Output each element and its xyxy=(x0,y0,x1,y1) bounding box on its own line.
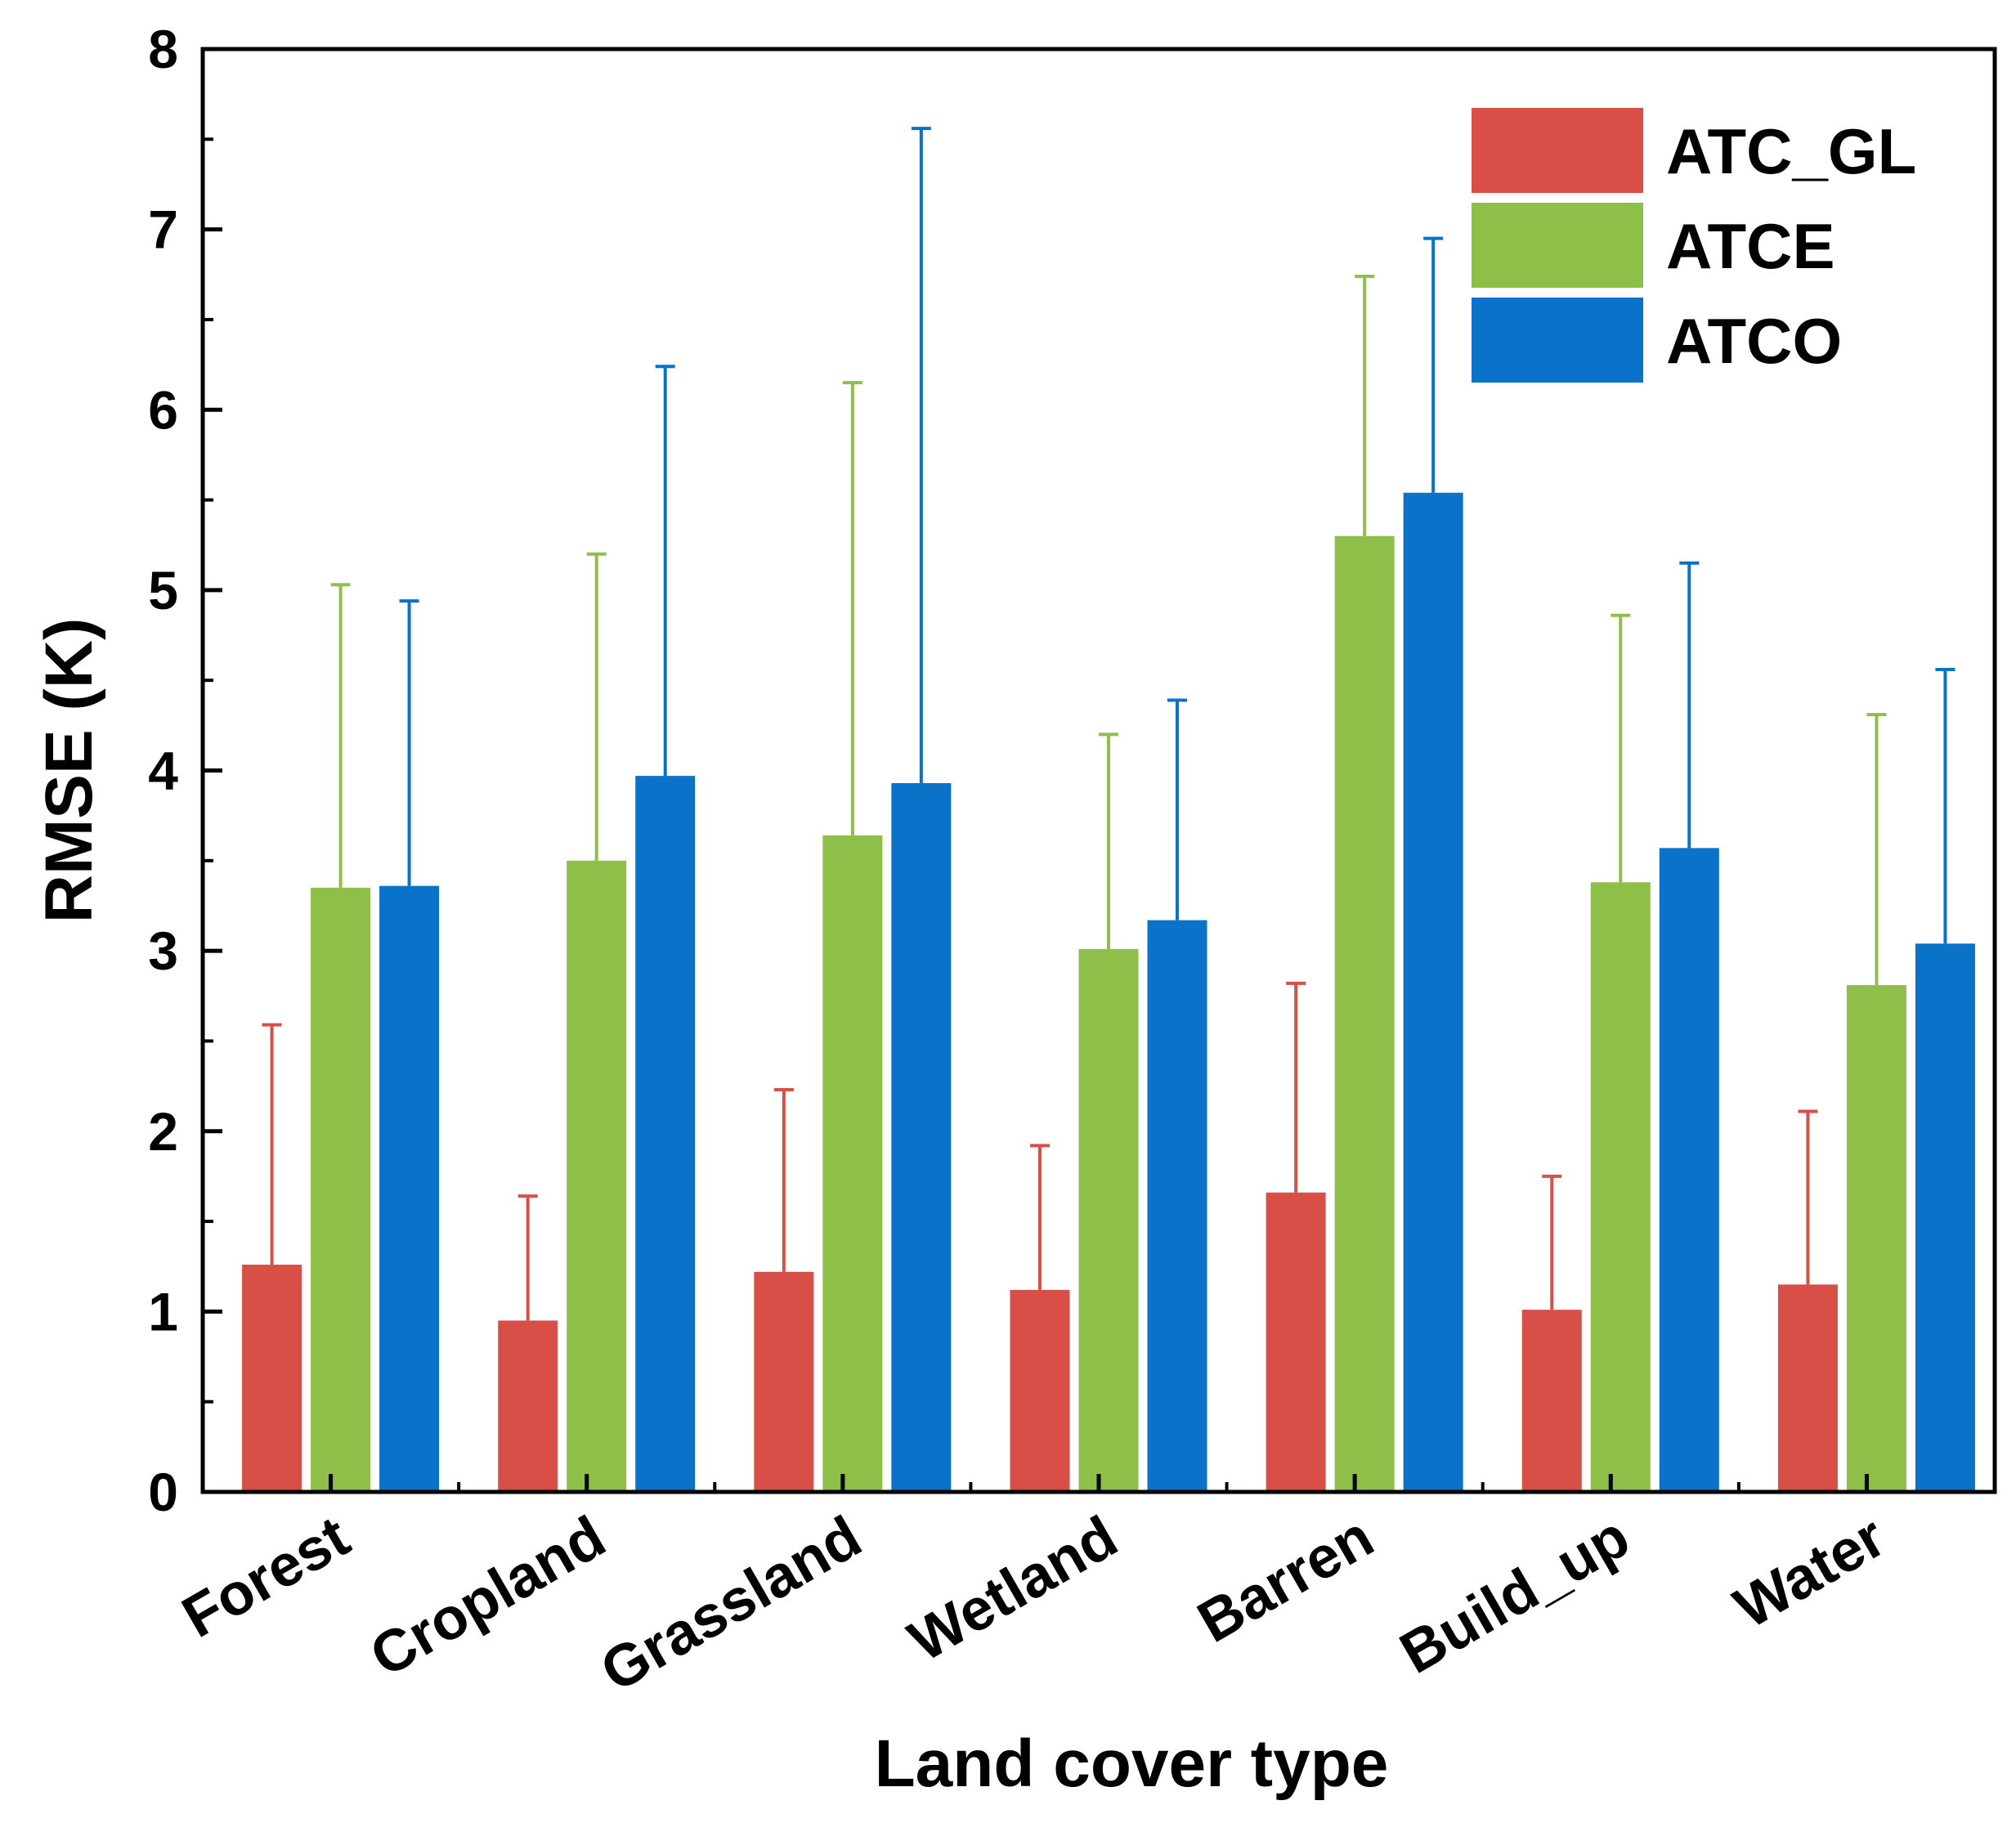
y-tick-label: 8 xyxy=(148,19,178,79)
bar xyxy=(1846,985,1906,1492)
y-tick-label: 0 xyxy=(148,1462,178,1522)
error-bars-layer xyxy=(262,127,1956,1321)
bar xyxy=(1010,1289,1070,1492)
legend-label: ATC_GL xyxy=(1666,115,1916,187)
legend: ATC_GL ATCE ATCO xyxy=(1472,108,1916,383)
y-tick-label: 4 xyxy=(148,741,178,801)
legend-label: ATCO xyxy=(1666,305,1842,377)
x-category-label: Build_up xyxy=(1390,1504,1641,1686)
y-tick-label: 5 xyxy=(148,560,178,620)
bar xyxy=(379,885,440,1492)
y-tick-label: 1 xyxy=(148,1281,178,1341)
bar xyxy=(1147,920,1207,1492)
y-axis-ticks: 0 1 2 3 4 5 6 7 8 xyxy=(148,19,222,1522)
legend-swatch xyxy=(1472,108,1643,193)
legend-swatch xyxy=(1472,298,1643,383)
y-tick-label: 6 xyxy=(148,379,178,440)
bar xyxy=(1659,848,1719,1492)
legend-label: ATCE xyxy=(1666,210,1835,282)
y-axis-title: RMSE (K) xyxy=(32,618,106,924)
y-tick-label: 2 xyxy=(148,1101,178,1162)
bar xyxy=(498,1320,558,1492)
bar xyxy=(311,887,371,1492)
x-category-label: Wetland xyxy=(898,1504,1128,1675)
bar xyxy=(891,782,952,1492)
x-axis-title: Land cover type xyxy=(875,1727,1389,1801)
bar xyxy=(635,776,696,1492)
x-category-label: Grassland xyxy=(590,1504,872,1704)
x-category-label: Barren xyxy=(1187,1504,1384,1655)
bar xyxy=(567,860,627,1492)
bars-layer xyxy=(242,492,1975,1492)
bar xyxy=(1777,1284,1838,1492)
x-category-label: Water xyxy=(1723,1504,1896,1642)
bar xyxy=(1334,535,1395,1492)
bar xyxy=(754,1271,814,1492)
bar xyxy=(1590,882,1651,1492)
bar xyxy=(1266,1192,1326,1492)
x-category-label: Cropland xyxy=(360,1504,616,1690)
bar xyxy=(1521,1310,1582,1492)
y-tick-label: 3 xyxy=(148,920,178,981)
bar xyxy=(822,835,883,1492)
y-tick-label: 7 xyxy=(148,199,178,260)
bar xyxy=(242,1265,302,1492)
x-category-label: Forest xyxy=(172,1504,361,1651)
bar xyxy=(1078,948,1139,1492)
bar xyxy=(1403,492,1463,1492)
legend-swatch xyxy=(1472,203,1643,288)
bar xyxy=(1915,943,1975,1492)
